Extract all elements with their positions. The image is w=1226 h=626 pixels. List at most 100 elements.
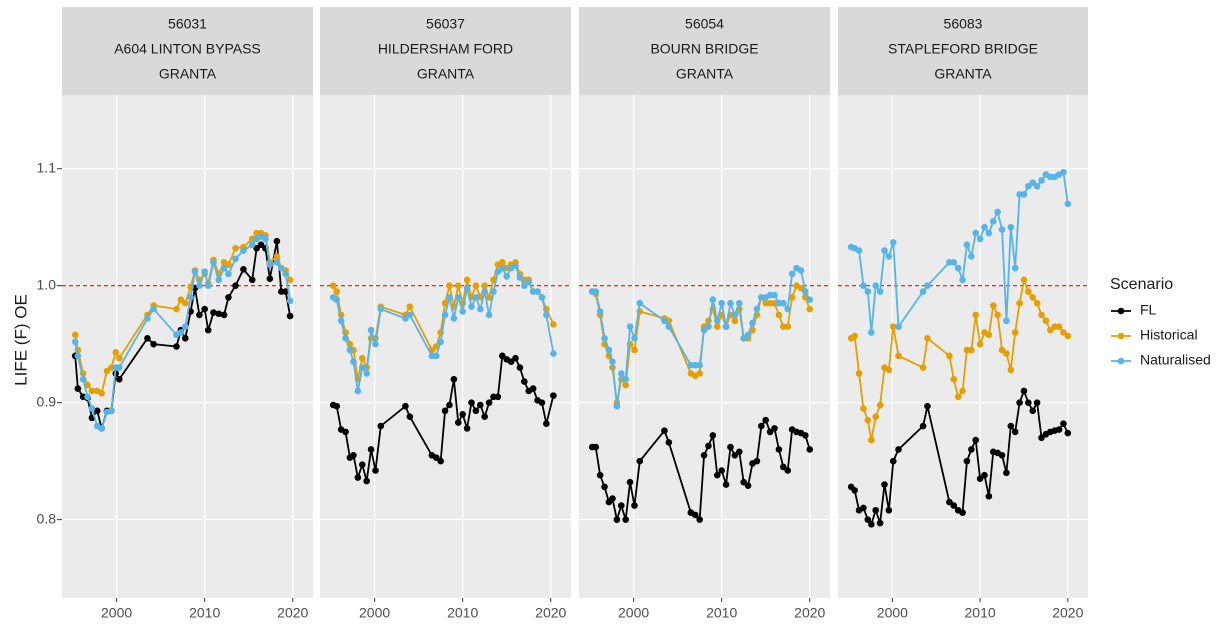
data-point [963,241,971,249]
data-point [709,296,717,304]
data-point [358,364,366,371]
data-point [232,282,239,289]
data-point [784,305,792,313]
data-point [622,375,629,383]
data-point [481,413,488,420]
strip-label: 56083 [944,16,983,32]
data-point [631,335,638,342]
data-point [253,244,260,252]
data-point [177,329,185,336]
data-point [797,284,805,292]
data-point [1038,311,1045,319]
x-tick-label: 2000 [877,605,908,621]
data-point [1011,428,1019,436]
data-point [71,338,79,346]
legend-swatch-point [1117,332,1125,340]
data-point [994,311,1001,319]
data-point [713,317,721,325]
strip-background [579,7,830,95]
data-point [485,294,493,301]
data-point [1055,323,1063,330]
data-point [529,385,537,392]
data-point [468,399,475,406]
data-point [538,294,546,301]
data-point [718,299,725,307]
data-point [631,502,638,509]
data-point [472,282,480,289]
data-point [342,335,349,342]
strip-label: BOURN BRIDGE [650,41,758,57]
data-point [851,332,858,340]
data-point [543,311,550,319]
data-point [950,258,958,266]
data-point [204,326,212,334]
data-point [868,329,875,336]
data-point [661,427,668,435]
data-point [454,419,462,426]
data-point [494,268,502,275]
strip-label: 56031 [168,16,207,32]
data-point [806,446,814,453]
data-point [363,477,370,485]
data-point [1064,200,1072,208]
data-point [406,413,414,420]
data-point [968,446,975,453]
strip-label: 56037 [426,16,465,32]
data-point [1060,329,1067,336]
data-point [437,338,444,346]
data-point [976,340,984,348]
data-point [220,264,228,272]
data-point [985,492,993,500]
data-point [240,247,247,254]
data-point [187,294,194,301]
data-point [860,504,867,512]
data-point [248,276,256,284]
data-point [617,502,625,509]
data-point [432,454,440,461]
data-point [924,402,931,410]
data-point [503,273,511,280]
data-point [1025,399,1032,406]
data-point [806,305,814,313]
data-point [463,276,471,284]
data-point [196,311,203,319]
data-point [282,288,289,295]
data-point [661,317,668,325]
x-tick-label: 2020 [794,605,825,621]
data-point [277,264,285,272]
data-point [437,457,444,465]
data-point [881,247,888,254]
data-point [872,413,880,420]
data-point [262,235,269,243]
data-point [766,428,774,436]
data-point [266,261,274,268]
data-point [521,378,528,385]
data-point [727,443,734,451]
data-point [972,311,980,319]
data-point [700,451,708,459]
data-point [636,299,644,307]
legend-label: FL [1140,302,1157,318]
data-point [784,323,792,330]
data-point [115,354,123,362]
data-point [266,275,274,282]
data-point [631,346,638,354]
data-point [468,303,475,311]
data-point [191,268,199,275]
data-point [592,288,600,295]
data-point [954,393,962,401]
strip-label: GRANTA [676,66,734,82]
data-point [286,312,294,320]
data-point [273,253,281,260]
data-point [372,340,379,348]
data-point [1003,317,1010,325]
data-point [1025,182,1032,190]
data-point [74,385,82,392]
data-point [485,399,493,406]
y-axis-label: LIFE (F) OE [11,294,30,386]
data-point [855,370,863,377]
data-point [173,305,180,313]
x-tick-label: 2000 [359,605,390,621]
strip-label: 56054 [685,16,724,32]
data-point [713,323,721,330]
